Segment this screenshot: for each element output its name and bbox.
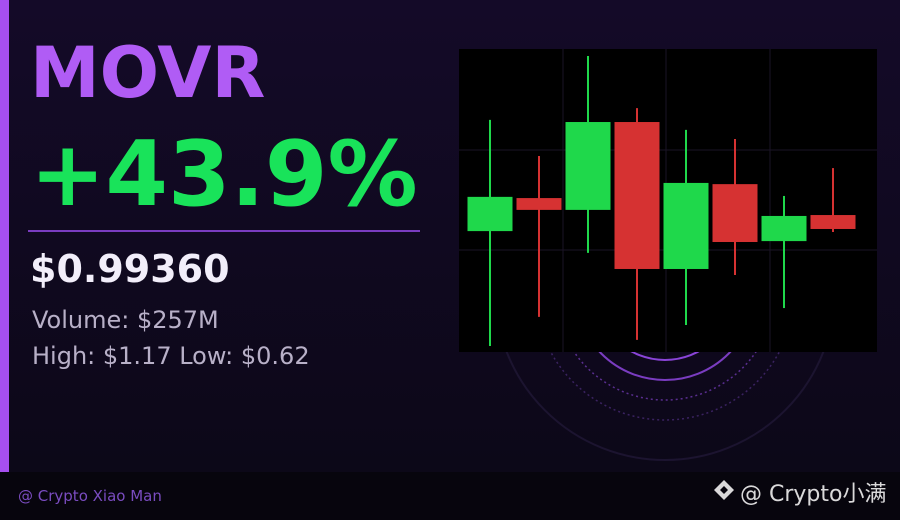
candle-body (565, 122, 611, 210)
watermark-text: @ Crypto小满 (740, 482, 886, 507)
candle-body (467, 196, 513, 232)
range: High: $1.17 Low: $0.62 (32, 342, 310, 370)
price: $0.99360 (30, 247, 230, 291)
candle-body (761, 215, 807, 242)
candle-body (712, 184, 758, 243)
candle-body (810, 215, 856, 229)
change: +43.9% (30, 122, 418, 227)
symbol: MOVR (30, 32, 265, 114)
accent-bar (0, 0, 9, 472)
candle-body (663, 182, 709, 269)
footer-band (0, 472, 900, 520)
volume: Volume: $257M (32, 306, 219, 334)
watermark: @ Crypto小满 (714, 480, 886, 507)
candle-body (516, 198, 562, 210)
footer-credit: @ Crypto Xiao Man (18, 487, 162, 505)
candlestick-chart (459, 49, 877, 352)
candle-body (614, 122, 660, 269)
